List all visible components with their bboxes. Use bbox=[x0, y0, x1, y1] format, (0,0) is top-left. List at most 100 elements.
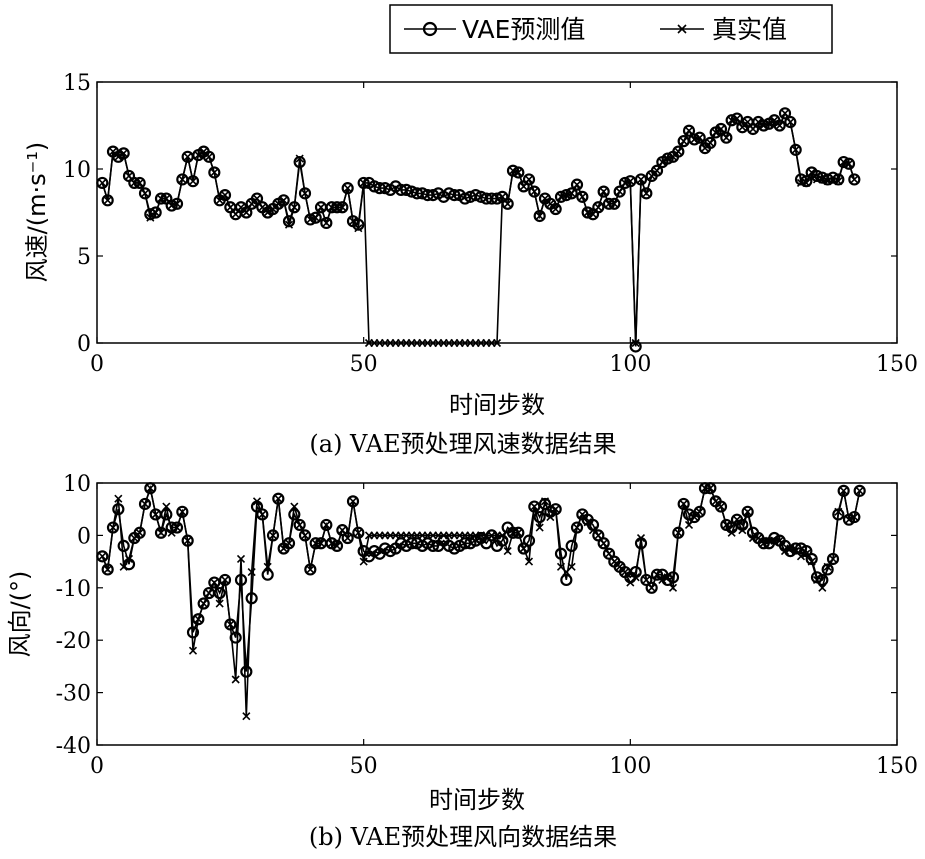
speed-predicted-point bbox=[165, 199, 178, 212]
direction-predicted-point bbox=[629, 565, 642, 579]
speed-predicted-point bbox=[592, 201, 605, 214]
direction-ylabel: 风向/(°) bbox=[6, 571, 34, 658]
direction-actual-point bbox=[98, 552, 107, 561]
legend-label-actual: 真实值 bbox=[712, 15, 787, 44]
direction-actual-point bbox=[524, 557, 534, 566]
direction-ticks: 0 50 100 150 -40 -30 -20 -10 0 10 bbox=[56, 472, 918, 779]
speed-ytick-label: 10 bbox=[63, 158, 91, 183]
direction-predicted-point bbox=[282, 537, 296, 550]
speed-actual-line bbox=[101, 111, 856, 344]
direction-predicted-point bbox=[826, 552, 840, 566]
speed-predicted-point bbox=[693, 131, 706, 144]
speed-xtick-label: 150 bbox=[876, 352, 918, 377]
legend-box bbox=[389, 4, 833, 54]
speed-predicted-point bbox=[469, 189, 482, 202]
speed-predicted-point bbox=[149, 206, 162, 219]
speed-predicted-point bbox=[629, 340, 642, 353]
speed-predicted-point bbox=[608, 197, 621, 210]
direction-predicted-point bbox=[816, 573, 829, 587]
direction-predicted-point bbox=[586, 518, 600, 532]
speed-predicted-point bbox=[277, 194, 290, 207]
direction-predicted-point bbox=[650, 568, 664, 581]
speed-predicted-point bbox=[826, 171, 840, 184]
direction-predicted-point bbox=[330, 539, 344, 552]
direction-predicted-point bbox=[170, 521, 184, 534]
direction-ytick-label: -40 bbox=[56, 734, 91, 759]
speed-predicted-point bbox=[800, 175, 813, 188]
speed-predicted-point bbox=[170, 197, 184, 210]
speed-actual-point bbox=[284, 220, 294, 229]
direction-predicted-point bbox=[298, 529, 312, 542]
direction-actual-point bbox=[236, 554, 246, 564]
direction-predicted-point bbox=[832, 508, 845, 521]
speed-predicted-point bbox=[661, 152, 674, 165]
direction-predicted-point bbox=[154, 526, 168, 539]
speed-predicted-point bbox=[778, 107, 792, 120]
direction-predicted-point bbox=[405, 537, 418, 550]
direction-plot-frame bbox=[96, 482, 898, 746]
speed-predicted-point bbox=[250, 192, 264, 205]
panel-speed: 0 50 100 150 0 5 10 15 时间步数 风速/(m·s⁻¹) (a) VAE预… bbox=[23, 71, 918, 458]
direction-predicted-point bbox=[133, 526, 146, 539]
direction-ytick-label: 0 bbox=[77, 524, 91, 549]
direction-predicted-point bbox=[528, 500, 541, 513]
speed-predicted-point bbox=[506, 164, 520, 177]
speed-predicted-point bbox=[613, 185, 626, 198]
direction-predicted-point bbox=[426, 539, 440, 552]
direction-predicted-point bbox=[304, 563, 317, 576]
direction-caption: (b) VAE预处理风向数据结果 bbox=[309, 823, 617, 851]
speed-predicted-point bbox=[688, 133, 701, 146]
direction-actual-point bbox=[503, 547, 512, 556]
direction-predicted-point bbox=[341, 531, 354, 545]
direction-actual-point bbox=[855, 486, 864, 495]
speed-predicted-point bbox=[634, 173, 648, 186]
speed-predicted-point bbox=[298, 187, 312, 200]
speed-plot-frame bbox=[96, 81, 898, 344]
speed-predicted-point bbox=[400, 183, 413, 196]
direction-predicted-point bbox=[714, 500, 728, 513]
speed-predicted-point bbox=[101, 194, 114, 207]
speed-ytick-label: 0 bbox=[77, 332, 91, 357]
speed-predicted-point bbox=[832, 173, 845, 186]
speed-predicted-point bbox=[154, 192, 168, 205]
direction-predicted-point bbox=[224, 618, 237, 631]
speed-predicted-point bbox=[117, 147, 130, 160]
direction-ytick-label: -30 bbox=[56, 682, 91, 707]
legend-label-predicted: VAE预测值 bbox=[462, 15, 585, 44]
direction-predicted-point bbox=[693, 505, 706, 518]
direction-predicted-point bbox=[293, 518, 306, 532]
speed-xtick-label: 100 bbox=[609, 352, 651, 377]
speed-predicted-point bbox=[458, 192, 472, 205]
direction-predicted-point bbox=[485, 529, 498, 542]
speed-predicted-point bbox=[522, 173, 536, 186]
speed-predicted-point bbox=[848, 173, 861, 186]
direction-xtick-label: 150 bbox=[876, 754, 918, 779]
direction-predicted-point bbox=[853, 484, 866, 497]
speed-predicted-point bbox=[714, 122, 728, 136]
direction-predicted-point bbox=[213, 586, 226, 600]
speed-predicted-point bbox=[330, 201, 344, 214]
speed-predicted-point bbox=[773, 119, 786, 132]
direction-ytick-label: -10 bbox=[56, 577, 91, 602]
direction-predicted-point bbox=[506, 526, 520, 539]
speed-predicted-point bbox=[218, 189, 232, 202]
direction-predicted-point bbox=[266, 529, 280, 542]
speed-predicted-point bbox=[448, 189, 461, 202]
speed-predicted-point bbox=[789, 143, 802, 156]
direction-xtick-label: 100 bbox=[609, 754, 651, 779]
legend-circle-marker-icon bbox=[422, 21, 438, 37]
speed-predicted-point bbox=[720, 131, 733, 144]
legend: VAE预测值 真实值 bbox=[389, 4, 833, 54]
direction-predicted-point bbox=[309, 537, 322, 550]
speed-caption: (a) VAE预处理风速数据结果 bbox=[309, 430, 616, 458]
direction-predicted-point bbox=[261, 568, 274, 581]
direction-actual-point bbox=[535, 523, 544, 532]
direction-predicted-point bbox=[229, 631, 242, 644]
direction-ytick-label: -20 bbox=[56, 629, 91, 654]
speed-predicted-point bbox=[357, 176, 370, 190]
direction-actual-point bbox=[668, 583, 678, 592]
direction-predicted-point bbox=[106, 521, 120, 534]
speed-predicted-point bbox=[725, 114, 738, 127]
speed-xtick-label: 50 bbox=[350, 352, 378, 377]
